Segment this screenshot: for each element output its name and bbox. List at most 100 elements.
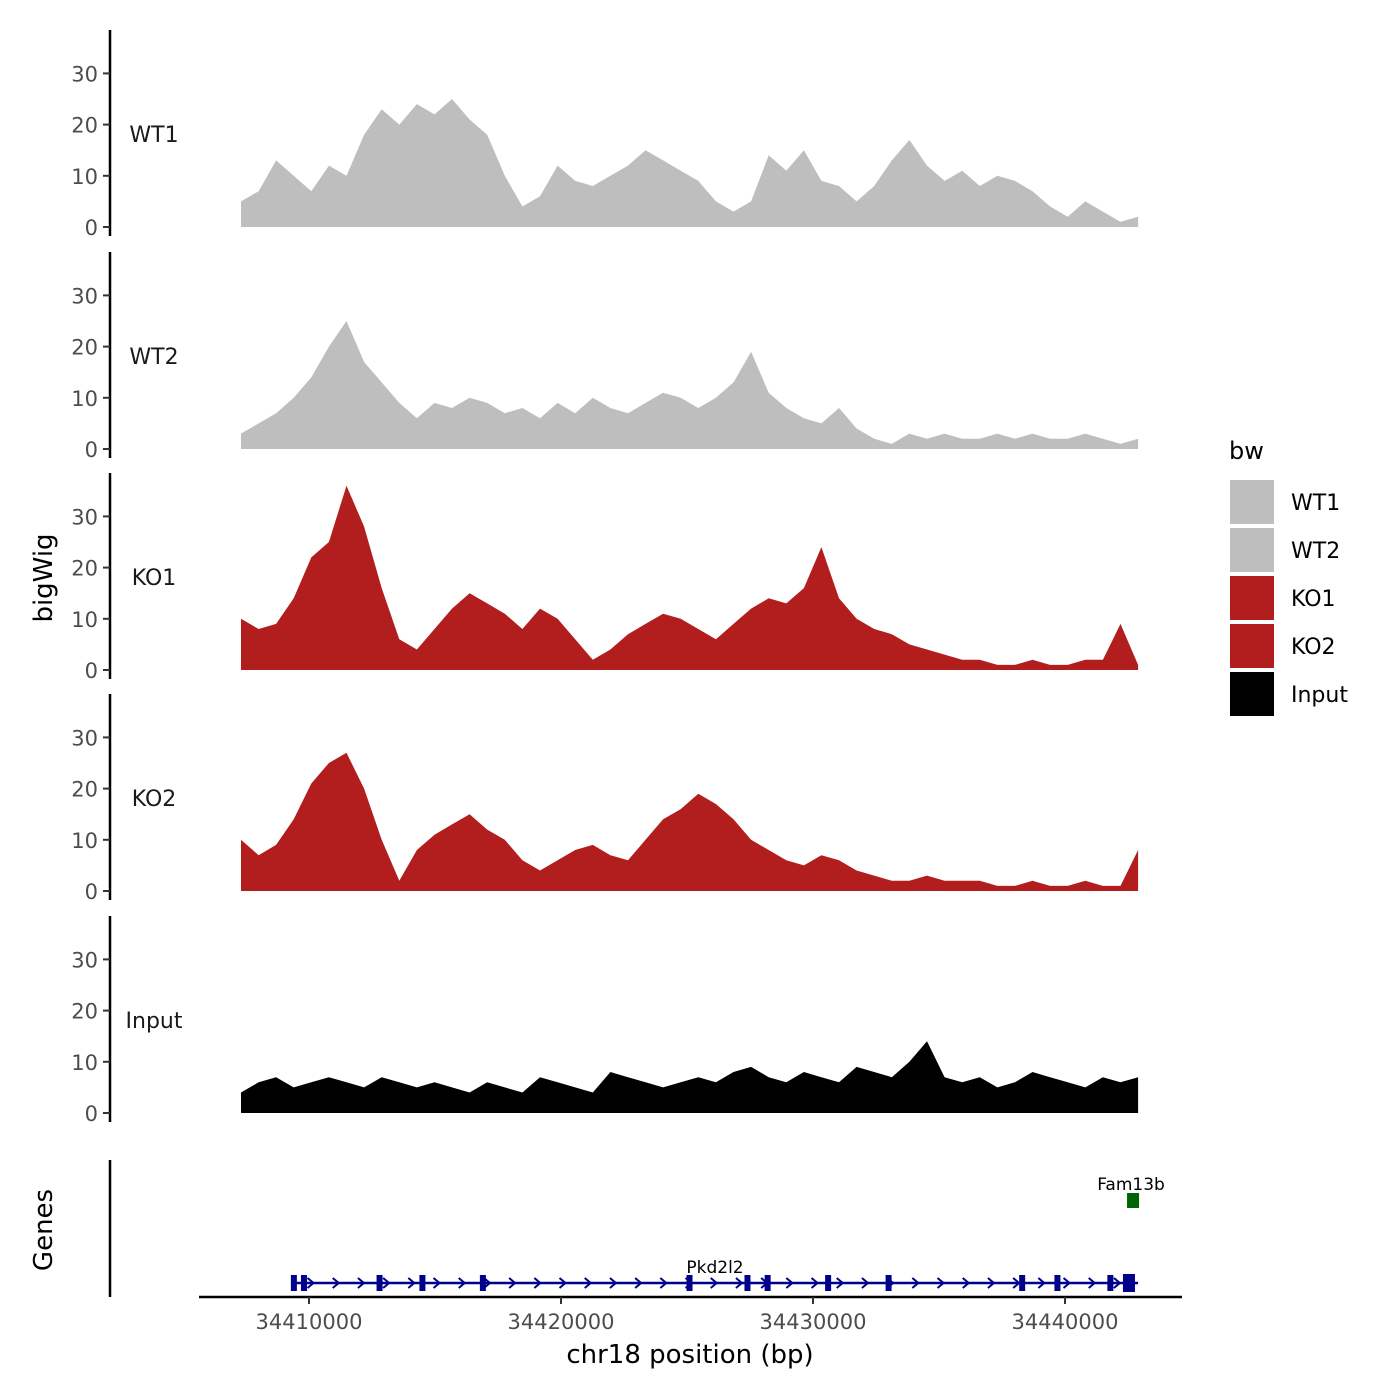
y-axis-title: bigWig [29, 533, 59, 622]
y-tick-label: 30 [71, 726, 98, 750]
strand-arrow [332, 1277, 341, 1289]
signal-area-ko2 [241, 752, 1139, 891]
y-tick-label: 30 [71, 62, 98, 86]
legend-label: WT1 [1291, 491, 1340, 516]
x-axis: 34410000 34420000 34430000 34440000 [199, 1295, 1182, 1334]
strand-arrow [735, 1277, 744, 1289]
strand-arrow [962, 1277, 971, 1289]
y-tick-label: 30 [71, 284, 98, 308]
strand-arrow [785, 1277, 794, 1289]
strand-arrow [432, 1277, 442, 1289]
y-tick-label: 10 [71, 1051, 98, 1075]
signal-panels: 0 10 20 30 WT1 0 10 20 30 WT2 0 10 20 30 KO1 0 10 20 30 KO2… [71, 30, 1139, 1126]
panel-input: 0 10 20 30 Input [71, 916, 1139, 1126]
legend-label: KO2 [1291, 635, 1336, 660]
y-tick-label: 20 [71, 1000, 98, 1024]
y-tick-label: 10 [71, 387, 98, 411]
y-tick-label: 0 [85, 1102, 98, 1126]
y-tick-label: 0 [85, 659, 98, 683]
legend-title: bw [1229, 437, 1264, 465]
strand-arrow [1113, 1277, 1122, 1289]
legend-item-ko1: KO1 [1230, 576, 1336, 620]
x-tick-label: 34410000 [256, 1310, 363, 1334]
y-tick-label: 20 [71, 778, 98, 802]
y-tick-label: 30 [71, 948, 98, 972]
y-tick-label: 30 [71, 505, 98, 529]
gene-track: Pkd2l2 Fam13b [108, 1160, 1165, 1297]
strand-arrow [306, 1277, 316, 1289]
x-tick-label: 34440000 [1012, 1310, 1119, 1334]
y-tick-label: 20 [71, 114, 98, 138]
signal-area-input [241, 1041, 1139, 1113]
track-label: KO2 [132, 787, 177, 812]
strand-arrow [634, 1277, 643, 1289]
y-tick-label: 20 [71, 557, 98, 581]
exon [1107, 1275, 1114, 1291]
legend-label: WT2 [1291, 539, 1340, 564]
track-label: Input [126, 1009, 183, 1034]
exon [300, 1275, 307, 1291]
strand-arrow [609, 1277, 618, 1289]
strand-arrow [483, 1277, 492, 1289]
exon [1019, 1275, 1026, 1291]
strand-arrow [987, 1277, 996, 1289]
signal-area-wt1 [241, 99, 1139, 227]
x-tick-label: 34420000 [508, 1310, 615, 1334]
signal-area-ko1 [241, 485, 1139, 670]
panel-wt1: 0 10 20 30 WT1 [71, 30, 1139, 240]
strand-arrow [1037, 1277, 1046, 1289]
track-label: WT2 [129, 345, 178, 370]
exon [1122, 1274, 1135, 1292]
gene-label-fam13b: Fam13b [1097, 1175, 1165, 1195]
track-label: WT1 [129, 123, 178, 148]
panel-wt2: 0 10 20 30 WT2 [71, 252, 1139, 462]
legend-swatch [1230, 528, 1274, 572]
legend-swatch [1230, 672, 1274, 716]
gene-label-pkd2l2: Pkd2l2 [686, 1258, 743, 1278]
strand-arrow [558, 1277, 568, 1289]
legend: bw WT1 WT2 KO1 KO2 Input [1229, 437, 1348, 716]
x-axis-title: chr18 position (bp) [566, 1340, 813, 1370]
legend-item-wt2: WT2 [1230, 528, 1340, 572]
strand-arrow [1012, 1277, 1021, 1289]
strand-arrow [810, 1277, 820, 1289]
strand-arrow [861, 1277, 870, 1289]
y-tick-label: 10 [71, 165, 98, 189]
strand-arrow [382, 1277, 391, 1289]
x-tick-label: 34430000 [760, 1310, 867, 1334]
legend-label: KO1 [1291, 587, 1336, 612]
strand-arrow [911, 1277, 920, 1289]
strand-arrow [659, 1277, 668, 1289]
strand-arrow [710, 1277, 719, 1289]
exon [479, 1275, 486, 1291]
strand-arrow [357, 1277, 366, 1289]
legend-swatch [1230, 576, 1274, 620]
exon [686, 1275, 693, 1291]
strand-arrow [458, 1277, 467, 1289]
legend-label: Input [1291, 683, 1348, 708]
y-tick-label: 0 [85, 438, 98, 462]
track-label: KO1 [132, 566, 177, 591]
strand-arrow [836, 1277, 845, 1289]
strand-arrow [508, 1277, 517, 1289]
strand-arrow [936, 1277, 946, 1289]
y-tick-label: 0 [85, 880, 98, 904]
gene-fam13b: Fam13b [1097, 1175, 1165, 1208]
panel-ko1: 0 10 20 30 KO1 [71, 473, 1139, 683]
legend-swatch [1230, 480, 1274, 524]
exon [419, 1275, 426, 1291]
exon [885, 1275, 892, 1291]
exon [1127, 1193, 1140, 1208]
exon [764, 1275, 771, 1291]
gene-pkd2l2: Pkd2l2 [290, 1258, 1139, 1292]
y-tick-label: 10 [71, 608, 98, 632]
legend-item-wt1: WT1 [1230, 480, 1340, 524]
legend-item-input: Input [1230, 672, 1348, 716]
signal-area-wt2 [241, 321, 1139, 449]
y-tick-label: 0 [85, 216, 98, 240]
panel-ko2: 0 10 20 30 KO2 [71, 694, 1139, 904]
strand-arrow [1062, 1277, 1072, 1289]
legend-swatch [1230, 624, 1274, 668]
strand-arrow [584, 1277, 593, 1289]
